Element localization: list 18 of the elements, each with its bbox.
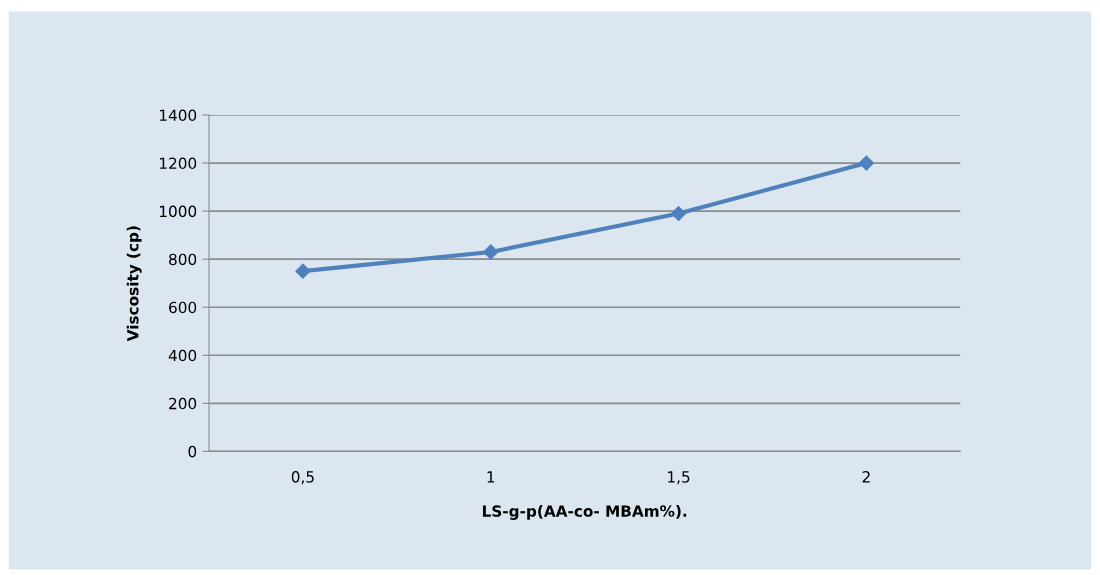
point — [483, 244, 499, 260]
y-tick-label: 0 — [188, 445, 197, 458]
point — [858, 155, 874, 171]
y-tick-label: 1000 — [159, 205, 197, 218]
y-axis-title: Viscosity (cp) — [126, 226, 142, 342]
y-tick-label: 800 — [169, 253, 197, 266]
y-tick-label: 1200 — [159, 157, 197, 170]
x-tick-label: 0,5 — [291, 471, 314, 485]
y-tick-label: 600 — [169, 301, 197, 314]
x-axis-title: LS-g-p(AA-co- MBAm%). — [482, 505, 687, 520]
point — [670, 205, 687, 222]
x-tick-label: 1,5 — [668, 471, 690, 485]
y-tick-label: 400 — [168, 349, 197, 362]
y-tick-label: 1400 — [159, 109, 197, 122]
y-tick-label: 200 — [169, 397, 197, 410]
point — [295, 263, 311, 279]
x-tick-label: 2 — [862, 471, 870, 483]
x-tick-label: 1 — [487, 471, 495, 483]
